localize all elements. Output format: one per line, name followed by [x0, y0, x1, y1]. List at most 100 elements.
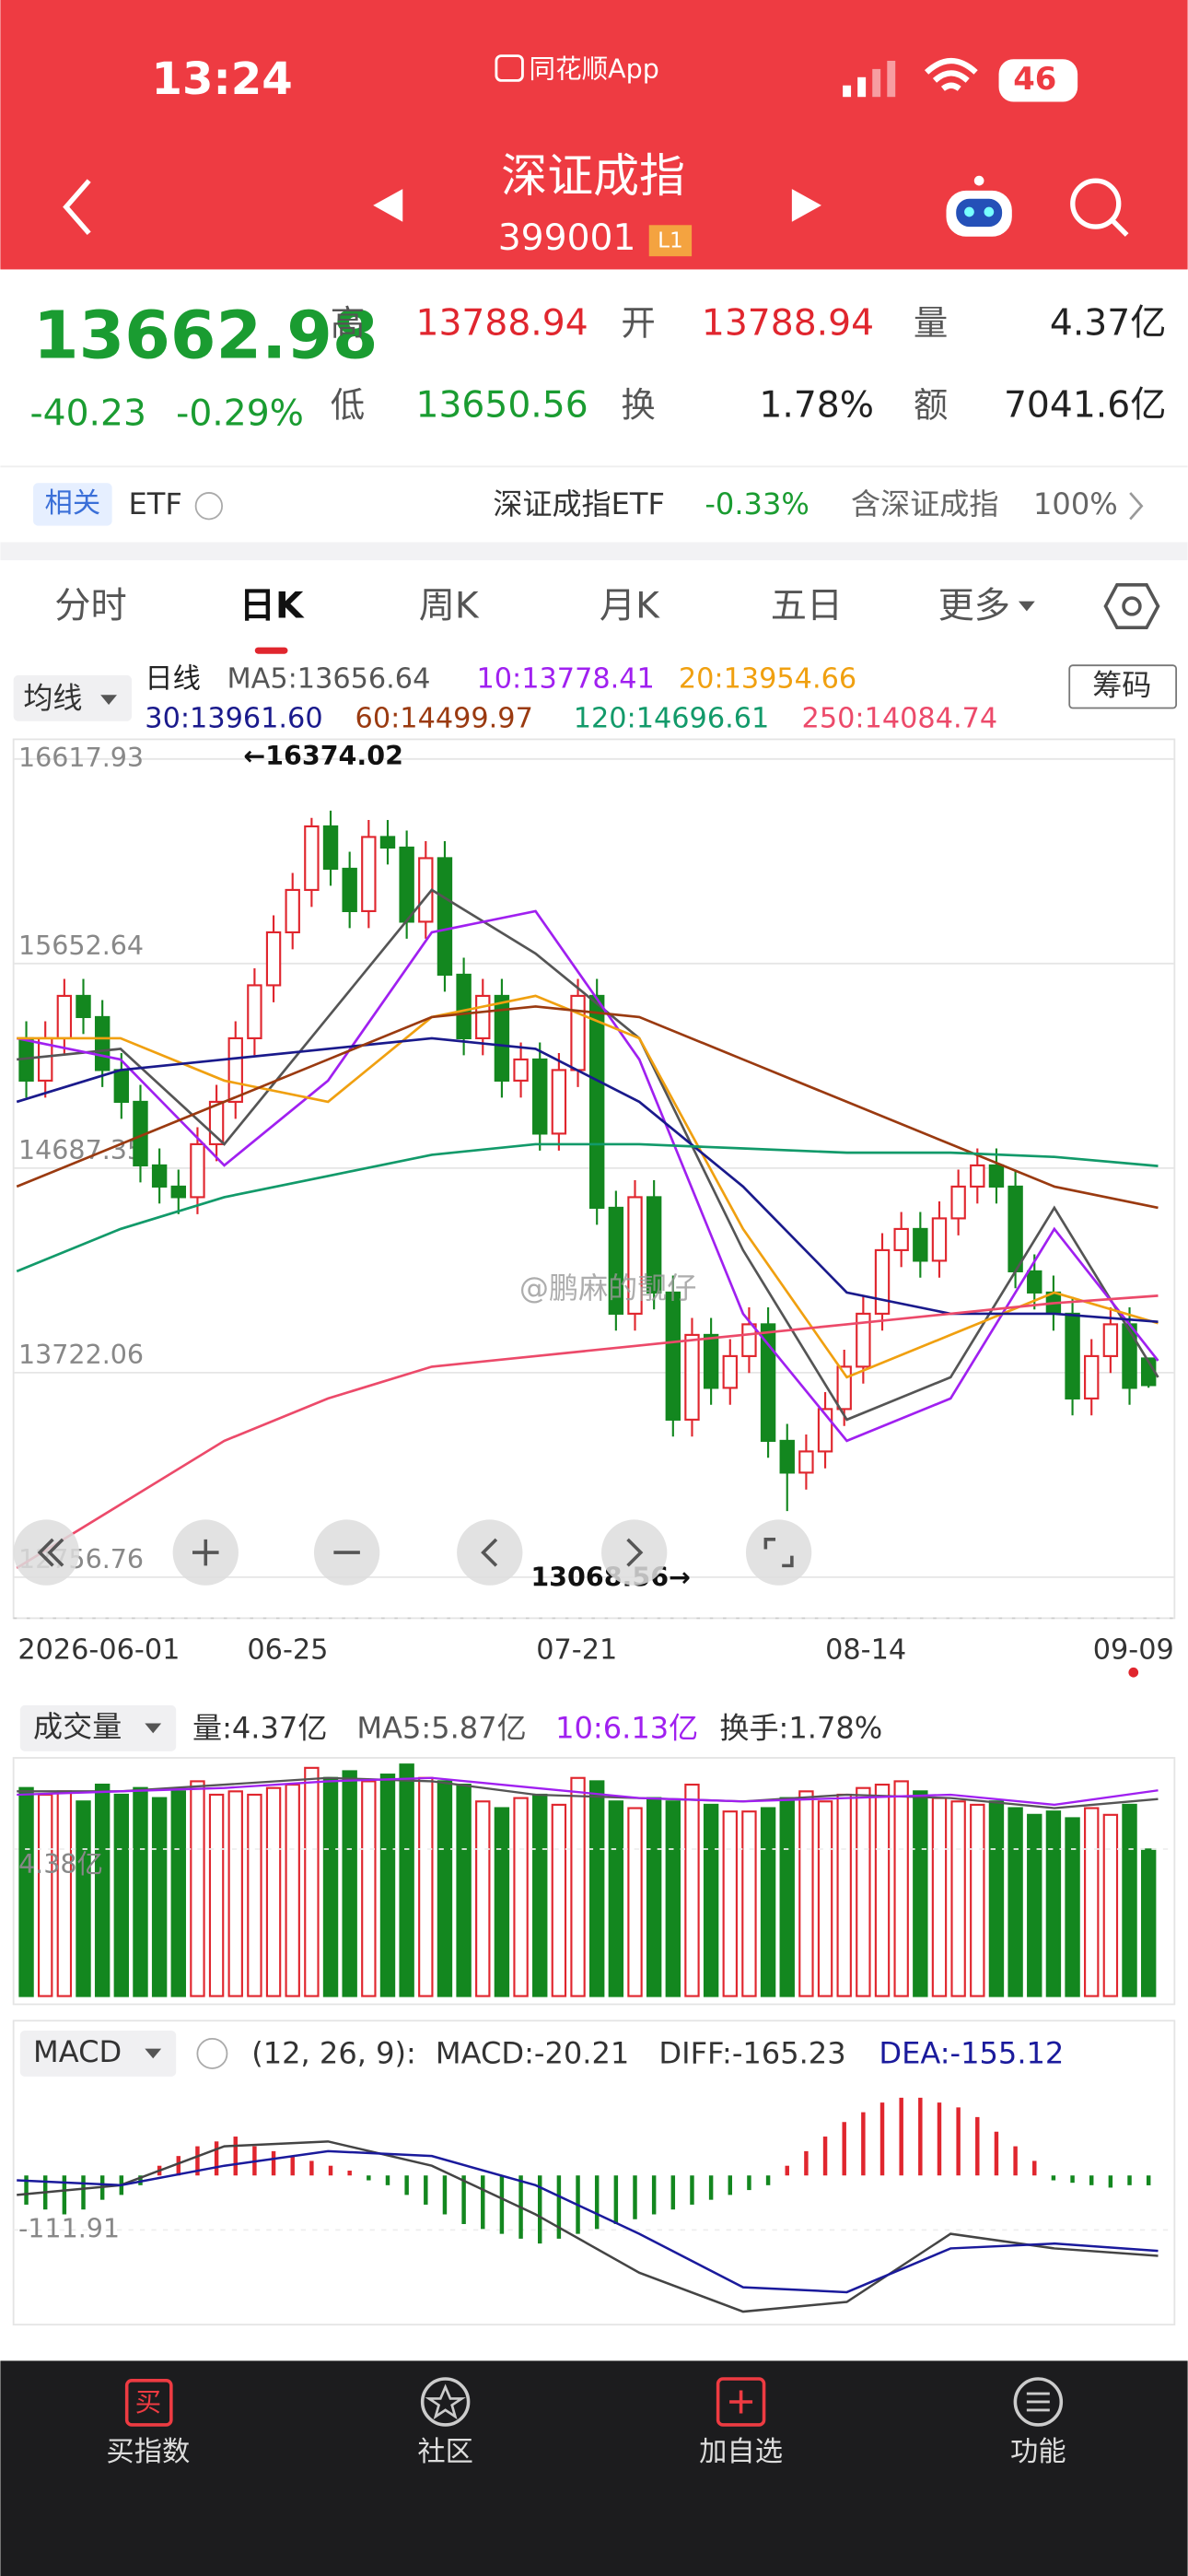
community-icon[interactable] — [420, 2377, 471, 2427]
legend: 120:14696.61 — [574, 703, 770, 735]
volume-bar — [1007, 1807, 1023, 1997]
indicator[interactable]: 均线 — [23, 681, 82, 716]
pct: -0.29% — [176, 393, 304, 435]
volume-bar — [741, 1810, 757, 1997]
dropdown — [145, 1723, 162, 1734]
etf-weight: 100% — [1033, 486, 1118, 521]
line — [16, 1005, 1159, 1210]
app-icon — [495, 54, 524, 82]
candle — [151, 1164, 168, 1188]
tab[interactable]: 周K — [419, 585, 480, 626]
field-labels: 高 开 量 低 换 额 — [331, 303, 948, 426]
back[interactable] — [63, 179, 91, 235]
tab[interactable]: 更多 — [938, 585, 1010, 626]
x-tick-label: 2026-06-01 — [17, 1634, 180, 1667]
macd-indicator[interactable]: MACD — [33, 2034, 122, 2069]
tab[interactable]: 月K — [600, 585, 660, 626]
nav-label[interactable]: 功能 — [1010, 2436, 1066, 2468]
candle — [913, 1227, 928, 1262]
indicator-box[interactable] — [19, 2030, 177, 2077]
next[interactable] — [791, 189, 821, 222]
buy-icon[interactable] — [124, 2379, 173, 2427]
tab[interactable]: 分时 — [54, 585, 126, 626]
volume-bar — [722, 1810, 738, 1997]
volume-bar — [133, 1786, 148, 1997]
chip-label[interactable]: 筹码 — [1092, 667, 1151, 702]
chip-button[interactable] — [1068, 664, 1178, 709]
menu-lines — [1026, 2392, 1050, 2412]
tab[interactable]: 日K — [239, 585, 305, 626]
volume-chart: 4.38亿 — [13, 1763, 1175, 1997]
vol-legend: MA5:5.87亿 — [356, 1711, 526, 1746]
vol-indicator[interactable]: 成交量 — [33, 1709, 122, 1744]
legend: 30:13961.60 — [145, 703, 322, 735]
move-right[interactable] — [601, 1519, 668, 1586]
bottom-nav — [0, 2360, 1188, 2576]
candle — [588, 994, 605, 1209]
chevron — [1129, 492, 1144, 521]
candle — [342, 867, 357, 913]
candle — [190, 1142, 205, 1199]
volume-bar — [170, 1790, 186, 1997]
add-icon[interactable] — [716, 2377, 766, 2427]
settings[interactable] — [1103, 583, 1160, 629]
menu-icon[interactable] — [1013, 2377, 1064, 2427]
field-value: 1.78% — [759, 385, 874, 427]
control-icons — [37, 1538, 794, 1568]
candle — [170, 1185, 186, 1199]
volume-bar — [18, 1786, 34, 1997]
volume-bar — [361, 1780, 377, 1997]
change: -40.23 — [29, 393, 146, 435]
help-icon[interactable] — [196, 2038, 228, 2069]
x-tick-label: 09-09 — [1093, 1634, 1174, 1667]
volume-bar — [627, 1807, 643, 1997]
volume-frame — [12, 1757, 1176, 2006]
price: 13662.98 — [33, 298, 378, 374]
candle — [988, 1164, 1005, 1188]
volume-bar — [1027, 1813, 1042, 1997]
buy-icon-text: 买 — [135, 2387, 162, 2418]
move-left[interactable] — [457, 1519, 523, 1586]
wifi — [924, 58, 978, 91]
fullscreen[interactable] — [745, 1519, 812, 1586]
line — [17, 2149, 1159, 2294]
zoom-left[interactable] — [13, 1519, 79, 1586]
candle — [437, 857, 453, 977]
nav-label[interactable]: 加自选 — [699, 2436, 783, 2468]
nav-label[interactable]: 买指数 — [106, 2436, 190, 2468]
candle — [608, 1206, 624, 1315]
candle — [741, 1323, 757, 1357]
indicator-box[interactable] — [19, 1704, 177, 1751]
etf-tag: 相关 — [45, 487, 101, 520]
indicator-box[interactable] — [13, 674, 133, 721]
candle — [247, 984, 262, 1039]
volume-bar — [437, 1780, 453, 1997]
robot[interactable] — [946, 175, 1012, 237]
search[interactable] — [1070, 178, 1129, 237]
candle — [703, 1333, 719, 1389]
etf-fund[interactable]: 深证成指ETF — [493, 486, 665, 521]
prev[interactable] — [373, 189, 403, 222]
candle — [950, 1185, 966, 1220]
tab[interactable]: 五日 — [771, 585, 843, 626]
help-icon[interactable] — [194, 492, 224, 521]
candle — [1065, 1312, 1080, 1399]
legend: 60:14499.97 — [355, 703, 533, 735]
etf-tag-bg — [33, 483, 112, 526]
candle — [265, 931, 282, 987]
volume-bar — [760, 1807, 776, 1997]
volume-bar — [304, 1766, 320, 1997]
candle — [665, 1291, 681, 1421]
nav-label[interactable]: 社区 — [417, 2436, 473, 2468]
etf-name: ETF — [128, 486, 181, 521]
volume-bar — [608, 1800, 624, 1997]
candle — [1122, 1323, 1137, 1389]
candle — [76, 994, 91, 1018]
volume-bar — [588, 1780, 605, 1997]
volume-bar — [665, 1800, 681, 1997]
star — [425, 2383, 466, 2420]
volume-bar — [913, 1790, 928, 1997]
candle — [399, 846, 414, 923]
